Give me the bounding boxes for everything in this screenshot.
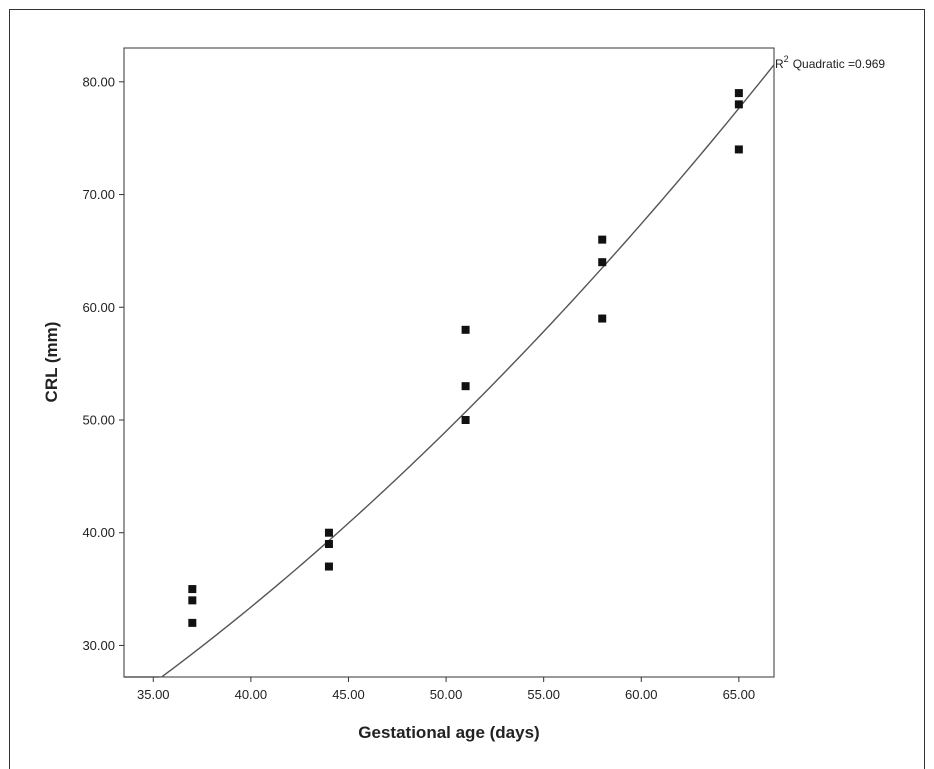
r2-text: Quadratic =0.969 xyxy=(793,57,886,71)
data-points-layer xyxy=(188,89,743,627)
x-tick-label: 55.00 xyxy=(527,687,560,702)
data-point xyxy=(188,585,197,594)
x-tick-label: 50.00 xyxy=(430,687,463,702)
y-axis-ticks: 30.00 40.00 50.00 60.00 70.00 80.00 xyxy=(82,74,124,653)
data-point xyxy=(461,415,470,424)
data-point xyxy=(324,562,333,571)
x-axis-ticks: 35.00 40.00 45.00 50.00 55.00 60.00 65.00 xyxy=(137,677,755,702)
r2-superscript: 2 xyxy=(784,54,789,64)
x-axis-title: Gestational age (days) xyxy=(358,723,539,742)
y-tick-label: 40.00 xyxy=(82,525,115,540)
data-point xyxy=(461,325,470,334)
y-tick-label: 50.00 xyxy=(82,412,115,427)
y-tick-label: 60.00 xyxy=(82,300,115,315)
data-point xyxy=(324,528,333,537)
x-tick-label: 65.00 xyxy=(723,687,756,702)
y-tick-label: 30.00 xyxy=(82,638,115,653)
quadratic-fit-line xyxy=(124,64,775,678)
r2-annotation: R2 Quadratic =0.969 xyxy=(775,54,885,71)
x-tick-label: 60.00 xyxy=(625,687,658,702)
fit-line-layer xyxy=(124,64,775,678)
data-point xyxy=(734,100,743,109)
x-tick-label: 45.00 xyxy=(332,687,365,702)
data-point xyxy=(598,235,607,244)
x-tick-label: 35.00 xyxy=(137,687,170,702)
data-point xyxy=(734,145,743,154)
data-point xyxy=(188,596,197,605)
plot-area xyxy=(123,47,775,678)
data-point xyxy=(734,89,743,98)
data-point xyxy=(598,258,607,267)
x-tick-label: 40.00 xyxy=(235,687,268,702)
y-axis-title: CRL (mm) xyxy=(42,322,61,403)
y-tick-label: 80.00 xyxy=(82,74,115,89)
data-point xyxy=(188,618,197,627)
r2-prefix: R xyxy=(775,57,784,71)
data-point xyxy=(324,539,333,548)
y-tick-label: 70.00 xyxy=(82,187,115,202)
data-point xyxy=(598,314,607,323)
data-point xyxy=(461,382,470,391)
